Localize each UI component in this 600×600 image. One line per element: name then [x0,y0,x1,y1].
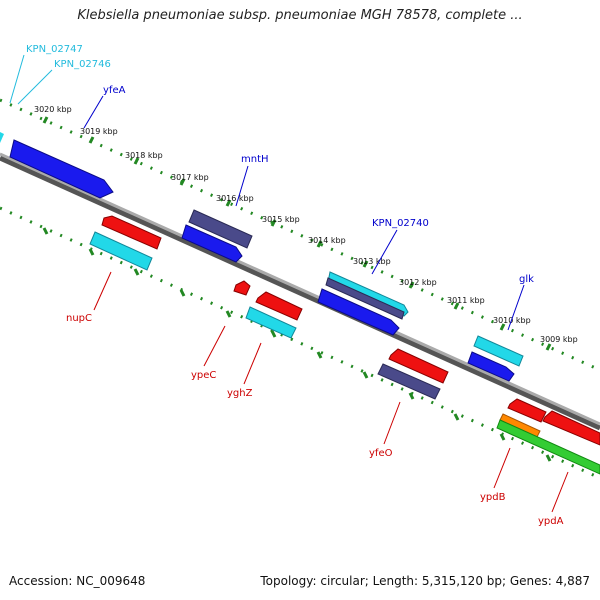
gene-label-yfea: yfeA [103,85,126,96]
scale-label: 3018 kbp [125,151,163,160]
callout-line [551,471,569,513]
callout-line [93,271,112,311]
callout-line [83,95,104,129]
scale-label: 3011 kbp [447,296,485,305]
genome-stats-label: Topology: circular; Length: 5,315,120 bp… [260,574,590,588]
reverse-strand-features [89,215,600,475]
callout-line [235,165,249,207]
scale-label: 3019 kbp [80,127,118,136]
scale-label: 3016 kbp [216,194,254,203]
gene-arrow-yghz-red [255,291,303,321]
gene-label-glk: glk [519,274,534,285]
gene-arrow-ypda [542,410,600,446]
map-title: Klebsiella pneumoniae subsp. pneumoniae … [77,8,523,23]
gene-label-ypda: ypdA [538,516,564,527]
scale-label: 3009 kbp [540,335,578,344]
upper-major-ticks [42,116,552,351]
gene-label-kpn02740: KPN_02740 [372,218,429,229]
genome-backbone [0,152,600,426]
gene-arrow-ypec [233,280,251,296]
lower-tick-track [0,206,600,480]
gene-arrow-mnth [181,224,243,263]
scale-label: 3015 kbp [262,215,300,224]
gene-arrow-kpn02740-alt [325,277,405,320]
callout-line [9,54,25,104]
gene-arrow-yfea [9,139,114,199]
scale-label: 3013 kbp [353,257,391,266]
callout-line [243,342,262,385]
scale-label: 3020 kbp [34,105,72,114]
callout-line [493,447,511,489]
gene-arrow-mnth-alt [188,209,253,249]
gene-arrow-glk [467,351,515,382]
callout-line [371,229,398,275]
gene-label-yfeo: yfeO [369,448,393,459]
rna-arrow-kpn02747 [0,132,4,143]
forward-strand-features [0,132,524,382]
scale-label: 3014 kbp [308,236,346,245]
accession-label: Accession: NC_009648 [9,574,146,588]
gene-label-nupc: nupC [66,313,92,324]
gene-label-kpn02746: KPN_02746 [54,59,111,70]
scale-label: 3017 kbp [171,173,209,182]
lower-major-ticks [42,227,552,462]
gene-label-mnth: mntH [241,154,269,165]
gene-arrow-ypdb [507,398,547,423]
callout-line [507,284,525,331]
rna-arrow-yghz [245,306,297,339]
gene-arrow-yfeo [388,348,449,384]
callout-line [17,69,53,105]
callout-line [383,401,401,445]
scale-label: 3012 kbp [399,278,437,287]
gene-label-yghz: yghZ [227,388,253,399]
callout-line [203,325,226,367]
gene-label-ypec: ypeC [191,370,216,381]
rna-arrow-glk [473,335,524,367]
gene-label-kpn02747: KPN_02747 [26,44,83,55]
genome-backbone-shadow [0,155,600,431]
gene-arrow-yfeo-alt [377,363,441,400]
gene-arrow-kpn02740 [317,288,400,336]
gene-label-ypdb: ypdB [480,492,506,503]
gene-arrow-nupc [101,215,162,250]
green-feature-ypda [496,419,600,475]
rna-arrow-nupc [89,231,153,271]
